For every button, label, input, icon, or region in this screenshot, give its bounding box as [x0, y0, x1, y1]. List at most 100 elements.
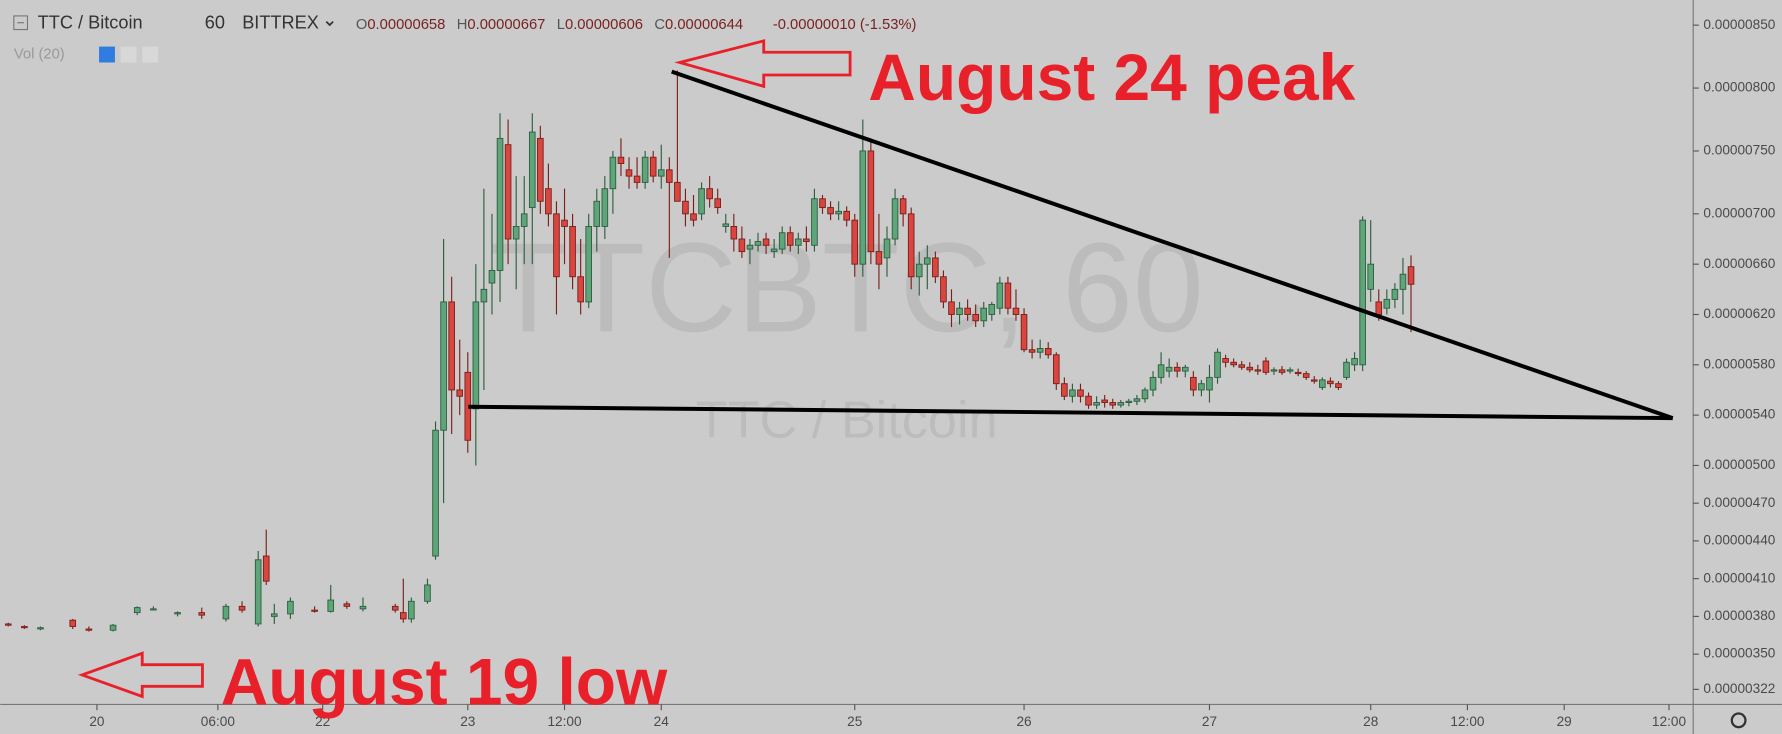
candle-body: [222, 605, 230, 620]
candle-body: [754, 241, 762, 246]
annotation: August 19 low: [221, 644, 668, 718]
candle-body: [1238, 364, 1246, 368]
candle-body: [1085, 395, 1092, 406]
candle-body: [1190, 376, 1197, 391]
candle-body: [1343, 361, 1350, 378]
candle-body: [1125, 400, 1133, 404]
annotation: August 24 peak: [868, 40, 1355, 114]
x-tick-label: 20: [89, 714, 105, 729]
ohlc-key: H: [457, 17, 468, 33]
candle-body: [1359, 219, 1366, 366]
candle-body: [835, 210, 842, 215]
candle-body: [1230, 361, 1237, 366]
candle-body: [21, 626, 28, 629]
candle-body: [1254, 369, 1262, 372]
settings-icon[interactable]: [120, 46, 137, 63]
y-tick-label: 0.00000440: [1703, 533, 1775, 548]
symbol[interactable]: TTC / Bitcoin: [38, 13, 143, 33]
candle-body: [1181, 366, 1189, 372]
candle-body: [488, 270, 496, 284]
dropdown-icon[interactable]: [325, 20, 334, 27]
remove-icon[interactable]: [142, 46, 159, 63]
candle-body: [843, 210, 850, 221]
candle-body: [271, 613, 278, 617]
candle-body: [1302, 373, 1310, 378]
candle-body: [657, 169, 665, 177]
candle-body: [706, 188, 713, 200]
candle-body: [1278, 369, 1286, 373]
candle-body: [1028, 349, 1036, 353]
candle-body: [343, 603, 351, 607]
candle-body: [561, 219, 568, 227]
candle-body: [617, 156, 625, 164]
watermark: TTCBTC, 60 TTC / Bitcoin: [490, 216, 1204, 449]
candle-body: [512, 225, 520, 240]
candle-body: [569, 225, 576, 278]
x-tick-label: 22: [315, 714, 330, 729]
candle-body: [1149, 376, 1157, 391]
candle-body: [287, 600, 294, 615]
candle-body: [1206, 376, 1213, 391]
candle-body: [238, 605, 246, 611]
ohlc-key: C: [654, 17, 665, 33]
candle-body: [37, 627, 44, 630]
y-tick-label: 0.00000470: [1703, 495, 1775, 510]
candle-body: [472, 301, 480, 410]
candle-body: [537, 137, 544, 202]
candle-body: [940, 276, 947, 303]
candle-body: [641, 156, 649, 183]
candle-body: [133, 607, 141, 614]
candle-body: [609, 156, 617, 190]
candle-body: [1036, 348, 1044, 353]
candle-body: [601, 188, 609, 227]
x-tick-label: 23: [460, 714, 475, 729]
candle-body: [899, 198, 907, 215]
candle-body: [795, 238, 802, 246]
candle-body: [1141, 389, 1149, 400]
visibility-icon[interactable]: [99, 46, 115, 63]
y-tick-label: 0.00000800: [1703, 80, 1775, 95]
candle-body: [778, 232, 786, 250]
x-tick-label: 28: [1363, 714, 1378, 729]
candle-body: [1270, 369, 1278, 372]
interval[interactable]: 60: [205, 13, 225, 33]
candle-body: [1101, 399, 1108, 404]
ohlc-value: 0.00000667: [467, 17, 545, 33]
candle-body: [150, 608, 157, 611]
collapse-icon[interactable]: [13, 15, 29, 31]
candle-body: [1044, 348, 1052, 356]
x-tick-label: 29: [1557, 714, 1572, 729]
candle-body: [432, 429, 439, 557]
y-tick-label: 0.00000410: [1703, 570, 1775, 585]
ohlc-key: O: [356, 17, 367, 33]
candle-body: [1319, 379, 1326, 388]
candle-body: [1214, 351, 1221, 378]
candle-body: [262, 555, 270, 582]
candle-body: [4, 623, 12, 626]
settings-button[interactable]: [1730, 712, 1747, 729]
ohlc-value: 0.00000644: [665, 17, 743, 33]
y-tick-label: 0.00000500: [1703, 457, 1775, 472]
candle-body: [1294, 371, 1302, 375]
candle-body: [649, 156, 657, 177]
watermark-main: TTCBTC, 60: [490, 216, 1204, 358]
exchange[interactable]: BITTREX: [242, 13, 319, 33]
x-tick-label: 12:00: [1450, 714, 1485, 729]
candle-body: [254, 559, 262, 625]
y-tick-label: 0.00000580: [1703, 356, 1775, 371]
volume-label[interactable]: Vol (20): [14, 46, 65, 62]
candles: [4, 70, 1415, 632]
candle-body: [1375, 301, 1383, 315]
candle-body: [545, 188, 552, 215]
candle-body: [585, 225, 593, 303]
candle-body: [456, 389, 464, 397]
candle-body: [770, 248, 778, 253]
candle-body: [520, 213, 528, 227]
candle-body: [327, 599, 335, 612]
ohlc-value: 0.00000658: [367, 17, 445, 33]
candle-body: [1351, 358, 1358, 366]
y-tick-label: 0.00000350: [1703, 646, 1775, 661]
candle-body: [988, 303, 996, 315]
